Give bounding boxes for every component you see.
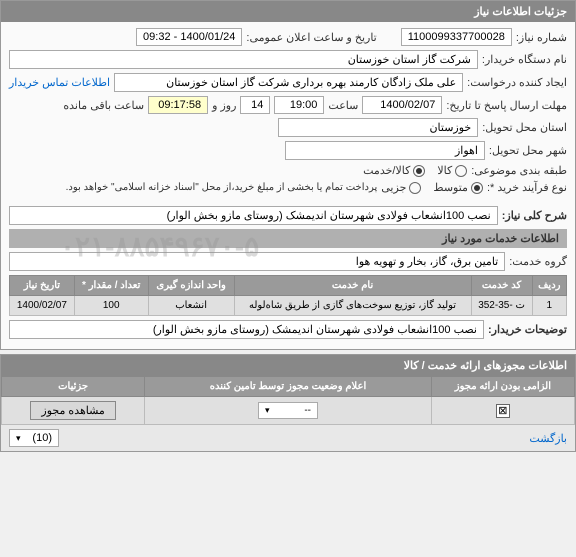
creator-value: علی ملک زادگان کارمند بهره برداری شرکت گ… xyxy=(114,73,463,92)
services-table: ردیف کد خدمت نام خدمت واحد اندازه گیری ت… xyxy=(9,275,567,316)
city-value: اهواز xyxy=(285,141,485,160)
view-license-button[interactable]: مشاهده مجوز xyxy=(30,401,115,420)
status-select-value: -- xyxy=(304,405,311,416)
formula-label: نوع فرآیند خرید *: xyxy=(487,181,567,194)
remain-label: ساعت باقی مانده xyxy=(63,99,144,112)
mandatory-checkbox[interactable]: ⊠ xyxy=(496,404,510,418)
lic-row: ⊠ -- مشاهده مجوز xyxy=(2,397,575,425)
licenses-table: الزامی بودن ارائه مجوز اعلام وضعیت مجوز … xyxy=(1,376,575,425)
lic-detail-cell: مشاهده مجوز xyxy=(2,397,145,425)
cell-code: ت -35-352 xyxy=(471,296,532,316)
cat-service-radio[interactable] xyxy=(413,165,425,177)
cell-unit: انشعاب xyxy=(148,296,234,316)
col-qty: تعداد / مقدار * xyxy=(74,276,148,296)
cat-goods-radio[interactable] xyxy=(455,165,467,177)
city-label: شهر محل تحویل: xyxy=(489,144,567,157)
service-group-value: تامین برق، گاز، بخار و تهویه هوا xyxy=(9,252,505,271)
lic-status-cell: -- xyxy=(145,397,432,425)
col-code: کد خدمت xyxy=(471,276,532,296)
licenses-title: اطلاعات مجوزهای ارائه خدمت / کالا xyxy=(1,355,575,376)
formula-partial-label: جزیی xyxy=(381,181,406,194)
deadline-date: 1400/02/07 xyxy=(362,96,442,114)
col-date: تاریخ نیاز xyxy=(10,276,75,296)
buyer-notes-value: نصب 100انشعاب فولادی شهرستان اندیمشک (رو… xyxy=(9,320,484,339)
province-value: خوزستان xyxy=(278,118,478,137)
days-label: روز و xyxy=(212,99,236,112)
services-title: اطلاعات خدمات مورد نیاز xyxy=(9,229,567,248)
cell-name: تولید گاز، توزیع سوخت‌های گازی از طریق ش… xyxy=(234,296,471,316)
page-size-value: (10) xyxy=(32,432,52,444)
page-size-select[interactable]: (10) xyxy=(9,429,59,447)
back-link[interactable]: بازگشت xyxy=(529,432,567,445)
buyer-notes-label: توضیحات خریدار: xyxy=(488,323,567,336)
formula-partial-radio[interactable] xyxy=(409,182,421,194)
buyer-value: شرکت گاز استان خوزستان xyxy=(9,50,478,69)
formula-medium-radio[interactable] xyxy=(471,182,483,194)
lic-col-status: اعلام وضعیت مجوز توسط تامین کننده xyxy=(145,377,432,397)
categorize-label: طبقه بندی موضوعی: xyxy=(471,164,567,177)
contact-link[interactable]: اطلاعات تماس خریدار xyxy=(9,76,110,89)
cell-date: 1400/02/07 xyxy=(10,296,75,316)
licenses-panel: اطلاعات مجوزهای ارائه خدمت / کالا الزامی… xyxy=(0,354,576,452)
announce-label: تاریخ و ساعت اعلان عمومی: xyxy=(246,31,376,44)
formula-medium-label: متوسط xyxy=(433,181,468,194)
panel-title: جزئیات اطلاعات نیاز xyxy=(1,1,575,22)
cell-row: 1 xyxy=(532,296,566,316)
deadline-label: مهلت ارسال پاسخ تا تاریخ: xyxy=(446,99,567,112)
cell-qty: 100 xyxy=(74,296,148,316)
cat-service-label: کالا/خدمت xyxy=(363,164,410,177)
desc-value: نصب 100انشعاب فولادی شهرستان اندیمشک (رو… xyxy=(9,206,498,225)
announce-value: 1400/01/24 - 09:32 xyxy=(136,28,242,46)
lic-col-mandatory: الزامی بودن ارائه مجوز xyxy=(431,377,574,397)
desc-label: شرح کلی نیاز: xyxy=(502,209,567,222)
req-no-label: شماره نیاز: xyxy=(516,31,567,44)
col-name: نام خدمت xyxy=(234,276,471,296)
req-no-value: 1100099337700028 xyxy=(401,28,512,46)
days-value: 14 xyxy=(240,96,270,114)
province-label: استان محل تحویل: xyxy=(482,121,567,134)
lic-col-detail: جزئیات xyxy=(2,377,145,397)
formula-note: پرداخت تمام یا بخشی از مبلغ خرید،از محل … xyxy=(66,182,378,193)
timer-value: 09:17:58 xyxy=(148,96,208,114)
col-unit: واحد اندازه گیری xyxy=(148,276,234,296)
col-row: ردیف xyxy=(532,276,566,296)
cat-goods-label: کالا xyxy=(437,164,452,177)
main-panel: جزئیات اطلاعات نیاز شماره نیاز: 11000993… xyxy=(0,0,576,350)
service-group-label: گروه خدمت: xyxy=(509,255,567,268)
status-select[interactable]: -- xyxy=(258,402,318,419)
lic-mandatory-cell: ⊠ xyxy=(431,397,574,425)
table-row: 1 ت -35-352 تولید گاز، توزیع سوخت‌های گا… xyxy=(10,296,567,316)
buyer-label: نام دستگاه خریدار: xyxy=(482,53,567,66)
deadline-hour: 19:00 xyxy=(274,96,324,114)
hour-label: ساعت xyxy=(328,99,358,112)
creator-label: ایجاد کننده درخواست: xyxy=(467,76,567,89)
